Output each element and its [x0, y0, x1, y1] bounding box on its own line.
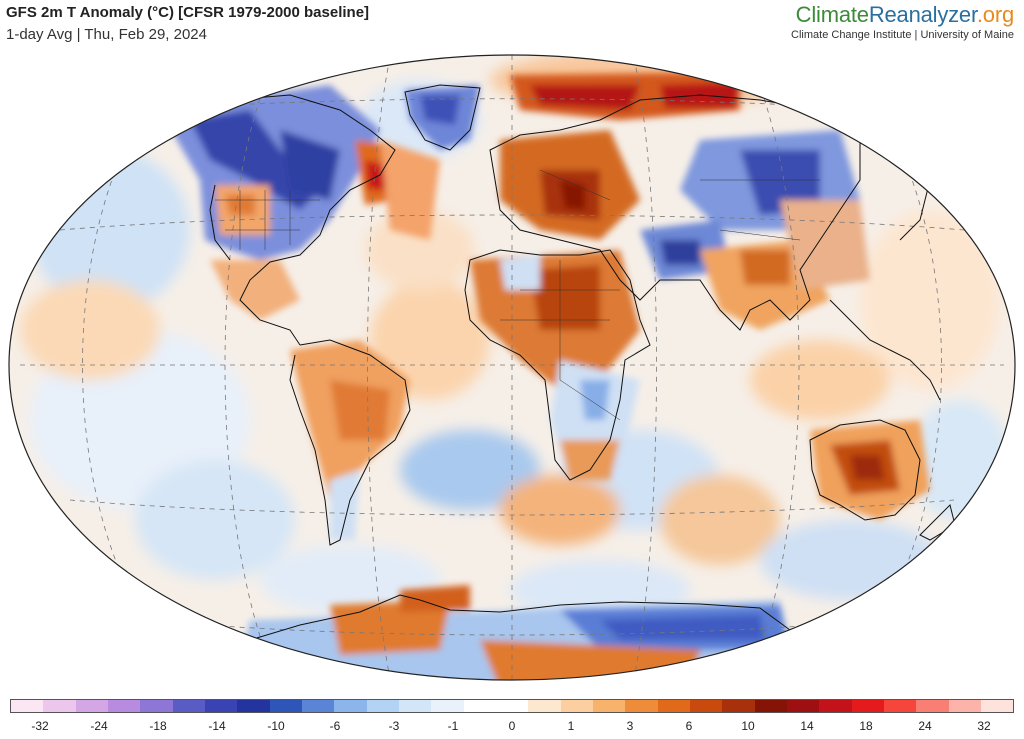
legend-swatch — [722, 700, 755, 712]
globe-outline — [8, 54, 1016, 681]
legend-swatch — [980, 700, 1014, 712]
legend-tick-label: 6 — [685, 719, 693, 733]
legend-swatch — [11, 700, 44, 712]
legend-swatch — [495, 700, 529, 712]
brand-name-climate: Climate — [795, 2, 869, 27]
legend-swatch — [172, 700, 205, 712]
legend-swatch — [334, 700, 367, 712]
legend-swatch — [301, 700, 335, 712]
legend-tick-label: -10 — [267, 719, 285, 733]
legend-swatch — [786, 700, 820, 712]
legend-swatch — [883, 700, 917, 712]
legend-swatch — [560, 700, 593, 712]
brand-tagline: Climate Change Institute | University of… — [791, 29, 1014, 41]
legend-swatch — [431, 700, 464, 712]
legend-swatch — [916, 700, 949, 712]
legend-swatch — [366, 700, 399, 712]
legend-tick-label: 3 — [626, 719, 634, 733]
legend-swatch — [237, 700, 270, 712]
brand-name-reanalyzer: Reanalyzer — [868, 2, 977, 27]
legend-swatch — [689, 700, 723, 712]
legend-tick-label: 32 — [977, 719, 991, 733]
legend-tick-label: -1 — [447, 719, 459, 733]
legend-swatch — [754, 700, 787, 712]
legend-swatch — [398, 700, 432, 712]
legend-tick-label: -32 — [31, 719, 49, 733]
legend-swatch — [204, 700, 238, 712]
brand-logo[interactable]: ClimateReanalyzer.org Climate Change Ins… — [791, 2, 1014, 41]
legend-tick-label: -18 — [149, 719, 167, 733]
legend-tick-label: -3 — [388, 719, 400, 733]
coastlines — [159, 84, 956, 651]
legend-swatch — [528, 700, 561, 712]
legend-tick-label: -6 — [329, 719, 341, 733]
legend-tick-label: 1 — [567, 719, 575, 733]
legend-tick-label: 10 — [741, 719, 755, 733]
legend-tick-label: 0 — [508, 719, 516, 733]
anomaly-field — [9, 55, 1015, 680]
legend-swatch — [140, 700, 173, 712]
brand-name-org: .org — [976, 2, 1014, 27]
legend-swatch — [269, 700, 302, 712]
map-subtitle: 1-day Avg | Thu, Feb 29, 2024 — [6, 26, 207, 43]
legend-tick-label: 14 — [800, 719, 814, 733]
legend-swatch — [463, 700, 496, 712]
legend-tick-label: -24 — [90, 719, 108, 733]
legend-tick-label: 18 — [859, 719, 873, 733]
legend-swatch — [592, 700, 626, 712]
legend-swatch — [107, 700, 141, 712]
color-legend: -32 -24 -18 -14 -10 -6 -3 -1 0 1 3 6 10 14 18 24 32 — [10, 699, 1014, 735]
legend-swatch — [43, 700, 76, 712]
legend-color-bar — [10, 699, 1014, 713]
borders — [215, 169, 820, 421]
legend-swatch — [819, 700, 852, 712]
legend-swatch — [657, 700, 690, 712]
legend-swatch — [625, 700, 658, 712]
temperature-anomaly-map — [8, 54, 1016, 681]
legend-tick-label: -14 — [208, 719, 226, 733]
legend-swatch — [75, 700, 108, 712]
legend-swatch — [851, 700, 884, 712]
legend-swatch — [948, 700, 981, 712]
legend-tick-label: 24 — [918, 719, 932, 733]
map-title: GFS 2m T Anomaly (°C) [CFSR 1979-2000 ba… — [6, 4, 370, 21]
